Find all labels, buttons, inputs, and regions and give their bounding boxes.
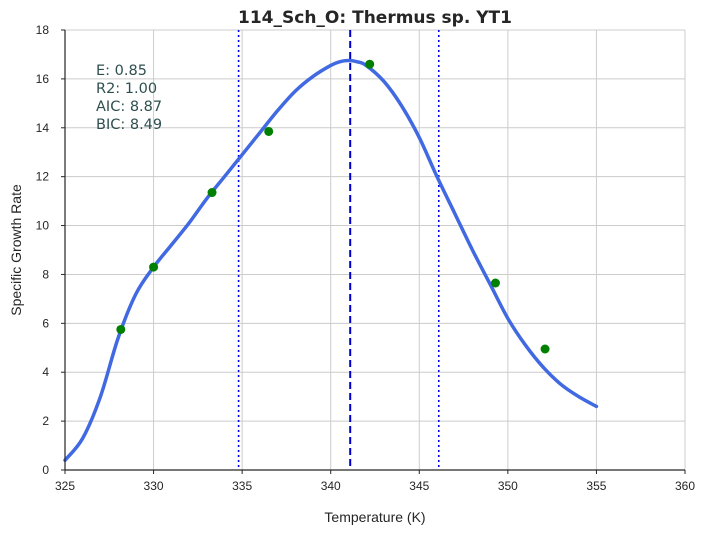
y-tick-label: 2 <box>42 414 49 428</box>
fitted-curve-line <box>63 58 599 462</box>
x-tick-label: 345 <box>409 479 429 493</box>
data-point <box>490 278 500 288</box>
x-tick-label: 335 <box>232 479 252 493</box>
y-tick-label: 14 <box>36 121 50 135</box>
fit-stats-annotation: E: 0.85 R2: 1.00 AIC: 8.87 BIC: 8.49 <box>96 63 162 133</box>
vline-layer <box>237 30 440 470</box>
series-layer <box>63 58 599 462</box>
data-point <box>149 262 159 272</box>
y-tick-label: 18 <box>36 23 50 37</box>
x-tick-label: 360 <box>675 479 695 493</box>
data-point <box>116 324 126 334</box>
x-tick-label: 340 <box>321 479 341 493</box>
data-point <box>207 188 217 198</box>
axis-layer: 325 330 335 340 345 350 355 360 0 2 4 6 8 10 12 14 16 18 <box>36 23 696 493</box>
data-point <box>540 344 550 354</box>
y-axis-label: Specific Growth Rate <box>8 184 24 316</box>
x-axis-label: Temperature (K) <box>324 509 425 525</box>
data-point <box>264 126 274 136</box>
y-tick-label: 10 <box>36 219 50 233</box>
x-tick-label: 325 <box>55 479 75 493</box>
annotation-bic: BIC: 8.49 <box>96 117 162 133</box>
data-point <box>365 59 375 69</box>
chart-title: 114_Sch_O: Thermus sp. YT1 <box>238 8 512 28</box>
annotation-aic: AIC: 8.87 <box>96 99 162 115</box>
y-tick-label: 0 <box>42 463 49 477</box>
x-tick-label: 330 <box>144 479 164 493</box>
y-tick-label: 8 <box>42 267 49 281</box>
annotation-r2: R2: 1.00 <box>96 81 157 97</box>
annotation-e: E: 0.85 <box>96 63 147 79</box>
x-tick-label: 355 <box>586 479 606 493</box>
x-tick-label: 350 <box>498 479 518 493</box>
y-tick-label: 4 <box>42 365 49 379</box>
y-tick-label: 6 <box>42 316 49 330</box>
y-tick-label: 16 <box>36 72 50 86</box>
y-tick-label: 12 <box>36 170 50 184</box>
